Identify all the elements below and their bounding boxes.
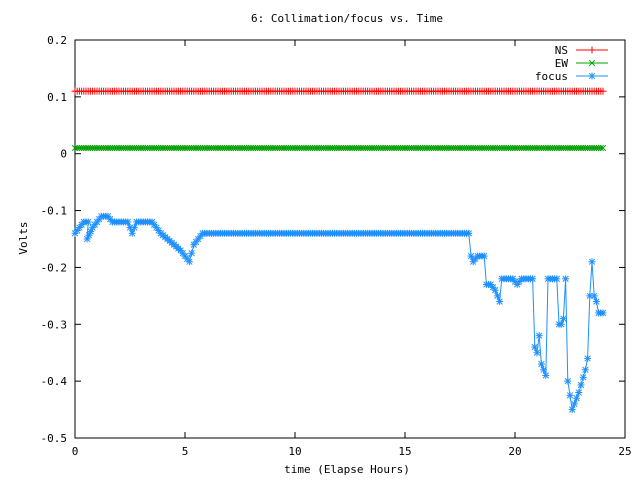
x-tick-label: 0 (72, 445, 79, 458)
data-point (493, 292, 501, 300)
data-point (592, 298, 600, 306)
data-point (599, 144, 607, 152)
series-line (74, 215, 603, 412)
legend-marker (588, 59, 596, 67)
series-ns (71, 87, 607, 95)
y-tick-label: -0.2 (41, 261, 68, 274)
x-tick-label: 5 (182, 445, 189, 458)
data-point (553, 275, 561, 283)
data-point (579, 373, 587, 381)
data-point (597, 144, 604, 152)
data-point (564, 377, 572, 385)
data-point (491, 286, 499, 294)
data-point (599, 87, 607, 95)
data-point (559, 315, 567, 323)
x-tick-label: 20 (508, 445, 521, 458)
data-point (537, 360, 545, 368)
data-point (465, 229, 473, 237)
legend-label: NS (555, 44, 568, 57)
data-point (577, 381, 585, 389)
data-point (128, 229, 136, 237)
data-point (535, 332, 543, 340)
data-point (542, 371, 550, 379)
y-tick-label: -0.3 (41, 318, 68, 331)
data-point (540, 366, 548, 374)
series-layer (71, 87, 607, 414)
y-axis: 0.2 0.1 0 -0.1 -0.2 -0.3 -0.4 -0.5 (41, 34, 625, 445)
y-tick-label: 0 (60, 148, 67, 161)
y-axis-label: Volts (17, 221, 30, 254)
data-point (575, 389, 583, 397)
data-point (188, 249, 196, 257)
data-point (130, 224, 138, 232)
x-tick-label: 25 (618, 445, 631, 458)
y-tick-label: -0.4 (41, 375, 68, 388)
data-point (599, 309, 607, 317)
y-tick-label: 0.1 (47, 91, 67, 104)
data-point (584, 354, 592, 362)
data-point (84, 218, 92, 226)
data-point (124, 218, 132, 226)
data-point (568, 406, 576, 414)
data-point (480, 252, 488, 260)
data-point (566, 391, 574, 399)
data-point (573, 394, 581, 402)
y-tick-label: 0.2 (47, 34, 67, 47)
legend-marker (588, 72, 596, 80)
legend-label: focus (535, 70, 568, 83)
data-point (590, 292, 598, 300)
x-axis: 0 5 10 15 20 25 (72, 40, 632, 458)
data-point (557, 320, 565, 328)
y-tick-label: -0.5 (41, 432, 68, 445)
x-tick-label: 10 (288, 445, 301, 458)
data-point (533, 349, 541, 357)
x-tick-label: 15 (398, 445, 411, 458)
data-point (496, 298, 504, 306)
data-point (581, 366, 589, 374)
chart-title: 6: Collimation/focus vs. Time (251, 12, 443, 25)
data-point (531, 343, 539, 351)
data-point (185, 258, 193, 266)
plot-frame (74, 39, 626, 439)
data-point (562, 275, 570, 283)
data-point (467, 252, 475, 260)
x-axis-label: time (Elapse Hours) (284, 463, 410, 476)
legend-marker (588, 46, 596, 54)
y-tick-label: -0.1 (41, 205, 68, 218)
data-point (529, 275, 537, 283)
series-ew (71, 144, 607, 152)
legend-label: EW (555, 57, 569, 70)
data-point (570, 400, 578, 408)
series-focus (71, 212, 607, 414)
data-point (588, 258, 596, 266)
